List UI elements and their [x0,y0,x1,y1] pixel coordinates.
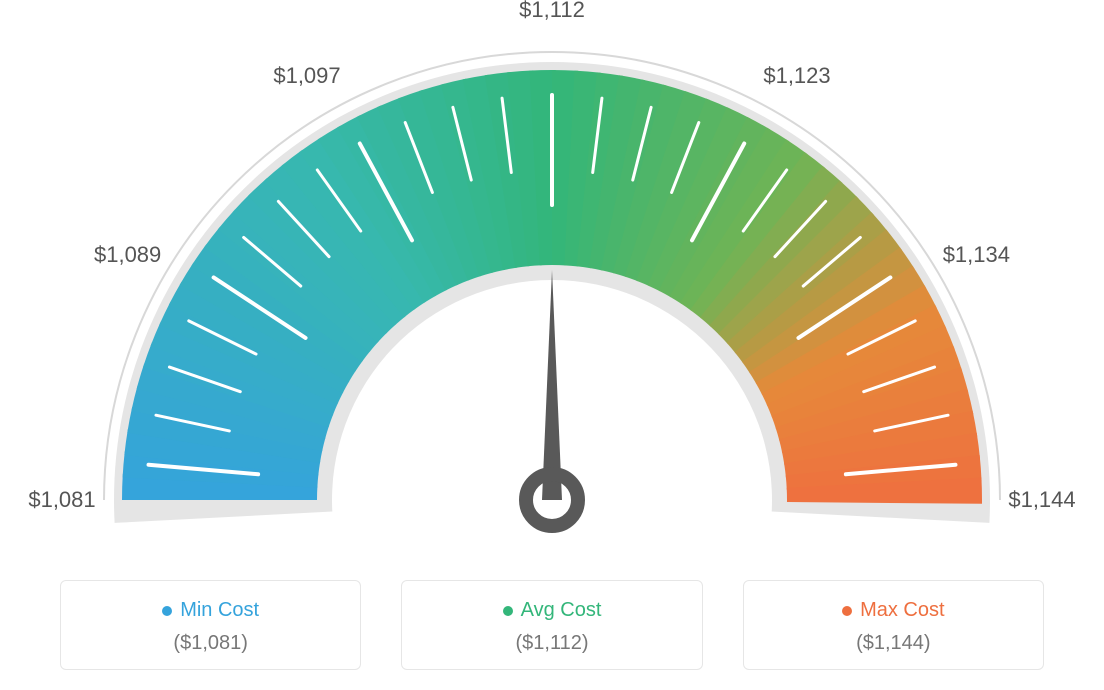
legend-avg-title: Avg Cost [412,599,691,622]
legend-avg-label: Avg Cost [521,599,602,622]
gauge-tick-label: $1,123 [763,63,830,89]
legend-max-value: ($1,144) [754,632,1033,655]
gauge-tick-label: $1,134 [943,242,1010,268]
gauge-svg [0,0,1104,560]
gauge-tick-label: $1,081 [28,487,95,513]
gauge-tick-label: $1,144 [1008,487,1075,513]
gauge-area: $1,081 $1,089 $1,097 $1,112 $1,123 $1,134 $1,1… [0,0,1104,560]
gauge-tick-label: $1,097 [273,63,340,89]
legend-min-value: ($1,081) [71,632,350,655]
legend-max-dot [842,606,852,616]
legend-min-card: Min Cost ($1,081) [60,580,361,670]
legend-min-title: Min Cost [71,599,350,622]
legend-max-card: Max Cost ($1,144) [743,580,1044,670]
legend-max-title: Max Cost [754,599,1033,622]
cost-gauge-chart: $1,081 $1,089 $1,097 $1,112 $1,123 $1,134 $1,1… [0,0,1104,690]
gauge-tick-label: $1,089 [94,242,161,268]
legend-min-dot [162,606,172,616]
legend-max-label: Max Cost [860,599,944,622]
legend-min-label: Min Cost [180,599,259,622]
legend-row: Min Cost ($1,081) Avg Cost ($1,112) Max … [60,580,1044,670]
legend-avg-value: ($1,112) [412,632,691,655]
gauge-tick-label: $1,112 [519,0,585,23]
legend-avg-card: Avg Cost ($1,112) [401,580,702,670]
legend-avg-dot [503,606,513,616]
